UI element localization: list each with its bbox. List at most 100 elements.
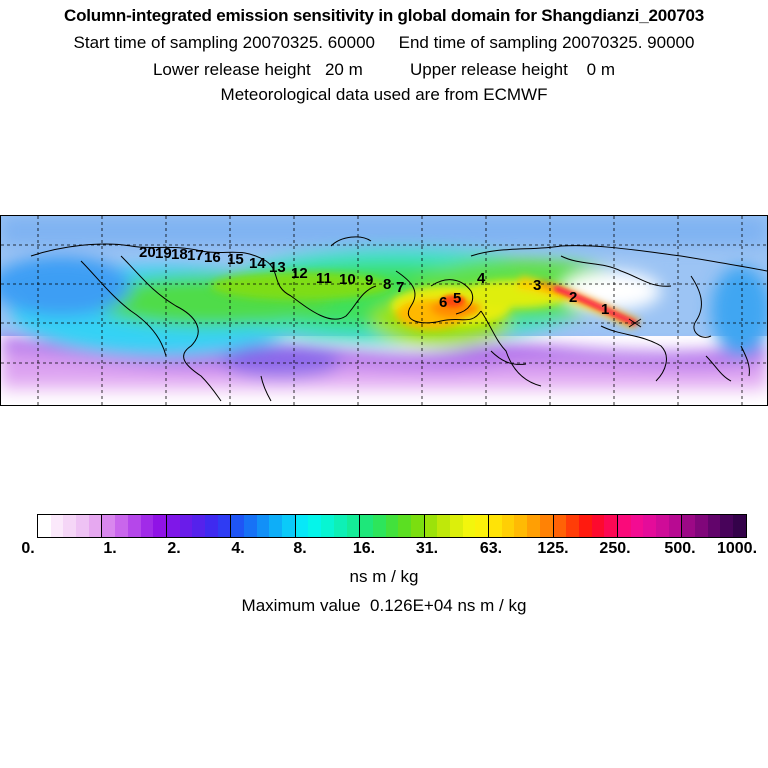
colorbar-cell (88, 515, 103, 537)
colorbar-cell (462, 515, 476, 537)
meteo-source: Meteorological data used are from ECMWF (220, 85, 548, 104)
colorbar-cell (501, 515, 515, 537)
colorbar-cell (179, 515, 193, 537)
colorbar-tick-label: 250. (599, 540, 631, 557)
coastlines (30, 236, 767, 402)
colorbar-cell (695, 515, 708, 537)
colorbar-cell (321, 515, 334, 537)
plot-title: Column-integrated emission sensitivity i… (64, 6, 704, 25)
colorbar-cell (424, 515, 438, 537)
trajectory-label: 1 (601, 301, 610, 318)
colorbar-tick-label: 16. (352, 540, 376, 557)
colorbar-tick-label: 2. (167, 540, 181, 557)
trajectory-label: 14 (249, 255, 266, 272)
colorbar-tick-label: 4. (231, 540, 245, 557)
trajectory-label: 20 (139, 244, 156, 261)
colorbar-cell (50, 515, 64, 537)
colorbar-cell (269, 515, 283, 537)
colorbar-cell (217, 515, 232, 537)
colorbar-cell (140, 515, 154, 537)
colorbar-cell (539, 515, 554, 537)
sensitivity-map: 1 2 3 4 5 6 7 8 9 10 11 12 13 14 15 16 17 18 19 20 (0, 215, 768, 406)
colorbar-cell (346, 515, 361, 537)
colorbar-unit: ns m / kg (349, 567, 419, 586)
trajectory-label: 4 (477, 270, 486, 287)
colorbar-cell (244, 515, 257, 537)
colorbar-cell (333, 515, 347, 537)
sampling-times: Start time of sampling 20070325. 60000 E… (73, 33, 695, 52)
colorbar-cell (668, 515, 683, 537)
trajectory-label: 2 (569, 289, 578, 306)
colorbar-cell (360, 515, 373, 537)
colorbar (37, 514, 747, 538)
colorbar-cell (282, 515, 296, 537)
trajectory-label: 16 (204, 249, 221, 266)
trajectory-label: 7 (396, 279, 405, 296)
colorbar-cell (204, 515, 218, 537)
trajectory-label: 19 (155, 245, 172, 262)
colorbar-cell (591, 515, 605, 537)
trajectory-label: 13 (269, 259, 286, 276)
colorbar-tick-label: 8. (293, 540, 307, 557)
colorbar-cell (578, 515, 592, 537)
colorbar-cell (437, 515, 450, 537)
colorbar-cell (192, 515, 205, 537)
lat-lon-grid (1, 216, 767, 405)
trajectory-label: 5 (453, 290, 462, 307)
colorbar-cell (166, 515, 180, 537)
colorbar-tick-label: 1000. (716, 540, 758, 557)
colorbar-cell (514, 515, 528, 537)
release-site-marker (628, 318, 642, 328)
map-canvas (1, 216, 767, 405)
colorbar-cell (231, 515, 244, 537)
colorbar-tick-label: 500. (664, 540, 696, 557)
colorbar-cell (604, 515, 618, 537)
colorbar-cell (617, 515, 631, 537)
colorbar-cell (398, 515, 411, 537)
release-heights: Lower release height 20 m Upper release … (152, 60, 616, 79)
colorbar-cell (566, 515, 579, 537)
colorbar-cell (372, 515, 386, 537)
maximum-value: Maximum value 0.126E+04 ns m / kg (241, 596, 527, 615)
trajectory-label: 15 (227, 251, 244, 268)
trajectory-label: 10 (339, 271, 356, 288)
colorbar-cell (295, 515, 309, 537)
trajectory-label: 6 (439, 294, 448, 311)
trajectory-label: 12 (291, 265, 308, 282)
trajectory-label: 11 (316, 270, 332, 287)
colorbar-cell (76, 515, 89, 537)
colorbar-cell (308, 515, 322, 537)
colorbar-tick-label: 1. (103, 540, 117, 557)
trajectory-label: 18 (171, 246, 188, 263)
colorbar-cell (475, 515, 490, 537)
colorbar-cell (115, 515, 128, 537)
colorbar-cell (489, 515, 502, 537)
colorbar-tick-label: 31. (415, 540, 439, 557)
trajectory-label: 8 (383, 276, 392, 293)
colorbar-cell (656, 515, 669, 537)
colorbar-tick-label: 125. (537, 540, 569, 557)
colorbar-cell (630, 515, 644, 537)
colorbar-cell (707, 515, 721, 537)
colorbar-cell (450, 515, 463, 537)
trajectory-label: 3 (533, 277, 542, 294)
colorbar-cell (682, 515, 696, 537)
colorbar-cell (38, 515, 51, 537)
colorbar-tick-label: 0. (21, 540, 35, 557)
sensitivity-field (1, 216, 767, 391)
colorbar-cell (102, 515, 116, 537)
colorbar-cell (410, 515, 425, 537)
trajectory-label: 17 (187, 247, 204, 264)
colorbar-cell (385, 515, 399, 537)
colorbar-cell (643, 515, 656, 537)
colorbar-cell (733, 515, 746, 537)
colorbar-cell (256, 515, 270, 537)
colorbar-cell (553, 515, 567, 537)
trajectory-label: 9 (365, 272, 374, 289)
colorbar-cell (153, 515, 167, 537)
colorbar-cell (527, 515, 540, 537)
colorbar-cell (127, 515, 141, 537)
colorbar-tick-label: 63. (479, 540, 503, 557)
colorbar-cell (720, 515, 734, 537)
colorbar-cell (63, 515, 77, 537)
